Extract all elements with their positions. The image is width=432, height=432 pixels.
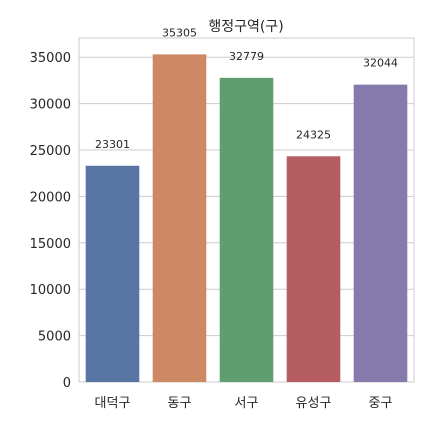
y-tick-label: 25000	[30, 144, 71, 159]
x-tick-label: 유성구	[296, 396, 332, 411]
bar	[85, 165, 140, 382]
x-tick-label: 중구	[369, 396, 393, 411]
data-labels: 23301 35305 32779 24325 32044	[95, 26, 398, 150]
data-label: 32779	[229, 50, 264, 63]
y-tick-label: 35000	[30, 51, 71, 66]
x-tick-label: 동구	[168, 396, 192, 411]
y-axis-ticks: 0 5000 10000 15000 20000 25000 30000 35000	[30, 51, 71, 391]
chart-title: 행정구역(구)	[208, 19, 283, 35]
data-label: 23301	[95, 138, 130, 151]
x-tick-label: 대덕구	[95, 396, 131, 411]
data-label: 32044	[363, 57, 398, 70]
bar	[152, 54, 207, 382]
x-axis-ticks: 대덕구 동구 서구 유성구 중구	[95, 396, 393, 411]
bar	[353, 84, 408, 382]
y-tick-label: 5000	[38, 330, 71, 345]
bar	[286, 156, 341, 382]
bar	[219, 77, 274, 382]
y-tick-label: 10000	[30, 283, 71, 298]
y-tick-label: 30000	[30, 98, 71, 113]
y-tick-label: 20000	[30, 190, 71, 205]
data-label: 35305	[162, 26, 197, 39]
bars	[85, 54, 408, 382]
x-tick-label: 서구	[235, 396, 259, 411]
data-label: 24325	[296, 128, 331, 141]
y-tick-label: 0	[63, 376, 71, 391]
y-tick-label: 15000	[30, 237, 71, 252]
